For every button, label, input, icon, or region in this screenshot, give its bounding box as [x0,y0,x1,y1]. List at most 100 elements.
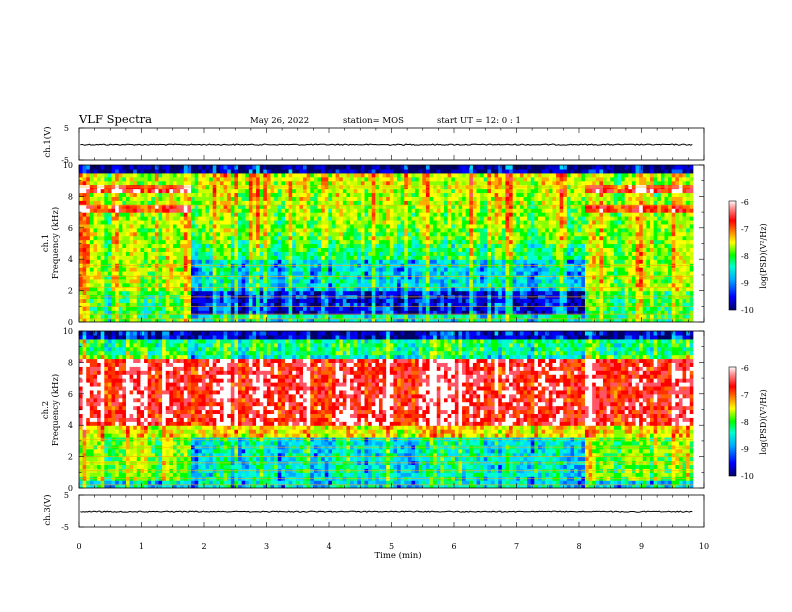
ch1-spectrogram-cell [144,239,149,245]
ch1-spectrogram-cell [245,223,250,229]
ch1-spectrogram-cell [501,204,507,209]
ch1-spectrogram-cell [371,306,376,311]
ch1-spectrogram-cell [368,259,373,264]
ch1-spectrogram-cell [440,259,445,264]
ch1-spectrogram-cell [256,235,261,241]
ch1-spectrogram-cell [79,310,84,315]
ch1-spectrogram-cell [285,270,290,276]
ch1-spectrogram-cell [418,318,423,322]
ch1-spectrogram-cell [411,270,416,276]
ch1-spectrogram-cell [397,302,402,307]
ch1-spectrogram-cell [444,274,449,280]
ch1-spectrogram-cell [133,290,138,296]
ch1-spectrogram-cell [230,180,235,186]
ch1-spectrogram-cell [425,259,431,264]
ch1-spectrogram-cell [104,192,109,197]
ch1-spectrogram-cell [147,302,152,307]
ch1-spectrogram-cell [256,282,261,288]
ch1-spectrogram-cell [277,278,282,284]
ch1-spectrogram-cell [364,286,369,292]
ch1-spectrogram-cell [288,216,293,221]
ch1-spectrogram-cell [89,290,95,296]
ch1-spectrogram-cell [317,231,322,237]
ch1-spectrogram-cell [107,208,113,213]
ch1-spectrogram-cell [360,298,366,303]
ch1-spectrogram-cell [165,274,170,280]
ch1-spectrogram-cell [429,251,434,256]
ch1-spectrogram-cell [404,310,409,315]
ch1-spectrogram-cell [425,255,431,260]
ch1-spectrogram-cell [227,212,232,217]
ch1-spectrogram-cell [158,176,163,182]
ch1-spectrogram-cell [201,298,207,303]
ch1-spectrogram-cell [415,286,420,292]
ch1-spectrogram-cell [306,310,311,315]
ch1-spectrogram-cell [472,270,478,276]
ch1-spectrogram-cell [79,227,84,233]
ch1-spectrogram-cell [107,267,113,272]
ch1-spectrogram-cell [411,216,416,221]
ch1-spectrogram-cell [136,278,142,284]
ch1-spectrogram-cell [274,200,279,205]
ch1-spectrogram-cell [429,267,434,272]
ch1-spectrogram-cell [172,270,178,276]
ch1-spectrogram-cell [386,212,391,217]
ch1-spectrogram-cell [216,219,221,225]
ch1-spectrogram-cell [483,204,488,209]
ch1-spectrogram-cell [509,168,514,174]
ch1-spectrogram-cell [234,278,239,284]
ch1-spectrogram-cell [136,235,142,241]
ch1-spectrogram-cell [397,172,402,178]
ch1-spectrogram-cell [509,239,514,245]
ch1-spectrogram-cell [82,255,87,260]
ch1-spectrogram-cell [378,168,384,174]
ch1-spectrogram-cell [187,282,192,288]
ch1-spectrogram-cell [140,192,145,197]
ch1-spectrogram-cell [165,212,170,217]
ch1-spectrogram-cell [331,219,337,225]
ch1-spectrogram-cell [219,310,225,315]
ch1-spectrogram-cell [277,259,282,264]
ch1-spectrogram-cell [505,196,510,201]
ch1-spectrogram-cell [288,270,293,276]
ch1-spectrogram-cell [321,172,326,178]
ch1-spectrogram-cell [462,314,467,319]
ch1-spectrogram-cell [201,227,207,233]
ch1-spectrogram-cell [129,168,134,174]
ch1-spectrogram-cell [79,298,84,303]
ch1-spectrogram-cell [256,302,261,307]
ch1-spectrogram-cell [183,243,189,249]
ch1-spectrogram-cell [346,270,351,276]
ch1-spectrogram-cell [313,243,319,249]
ch1-spectrogram-cell [270,247,275,252]
ch1-spectrogram-cell [490,231,496,237]
ch1-spectrogram-cell [483,302,488,307]
ch1-spectrogram-cell [422,278,427,284]
ch1-spectrogram-cell [93,274,98,280]
ch1-spectrogram-cell [277,216,282,221]
ch1-spectrogram-cell [191,219,196,225]
ch1-spectrogram-cell [245,290,250,296]
ch1-spectrogram-cell [346,286,351,292]
ch1-spectrogram-cell [212,216,217,221]
ch1-spectrogram-cell [382,282,387,288]
ch1-spectrogram-cell [176,196,181,201]
ch1-spectrogram-cell [151,223,156,229]
ch1-spectrogram-cell [97,212,102,217]
ch1-spectrogram-cell [129,259,134,264]
ch1-spectrogram-cell [144,165,149,170]
ch1-spectrogram-cell [425,310,431,315]
ch1-spectrogram-cell [389,231,395,237]
ch1-spectrogram-cell [97,192,102,197]
ch1-spectrogram-cell [151,282,156,288]
ch1-spectrogram-cell [462,196,467,201]
ch1-spectrogram-cell [498,282,503,288]
ch1-spectrogram-cell [313,318,319,322]
ch1-spectrogram-cell [104,239,109,245]
ch1-spectrogram-cell [346,192,351,197]
ch1-spectrogram-cell [490,223,496,229]
ch1-spectrogram-cell [346,255,351,260]
ch1-spectrogram-cell [415,270,420,276]
ch1-spectrogram-cell [219,168,225,174]
ch1-spectrogram-cell [346,196,351,201]
